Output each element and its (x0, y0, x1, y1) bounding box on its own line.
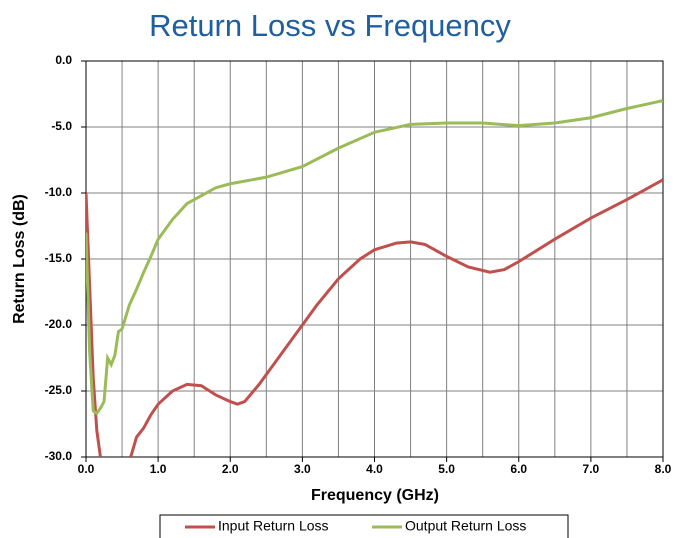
x-tick-label: 2.0 (222, 462, 239, 476)
chart-title: Return Loss vs Frequency (149, 8, 511, 43)
x-tick-label: 5.0 (438, 462, 455, 476)
y-axis-label: Return Loss (dB) (11, 194, 28, 324)
x-tick-label: 0.0 (78, 462, 95, 476)
y-tick-label: 0.0 (55, 53, 72, 67)
legend-label: Output Return Loss (405, 518, 526, 534)
x-tick-label: 4.0 (366, 462, 383, 476)
legend-box (159, 514, 569, 538)
data-line (86, 99, 663, 416)
y-tick-label: -30.0 (45, 449, 73, 463)
x-tick-label: 1.0 (150, 462, 167, 476)
y-tick-label: -10.0 (45, 185, 73, 199)
y-tick-label: -25.0 (45, 383, 73, 397)
x-tick-label: 8.0 (655, 462, 672, 476)
x-axis-label: Frequency (GHz) (311, 487, 439, 504)
x-tick-label: 6.0 (510, 462, 527, 476)
y-tick-label: -15.0 (45, 251, 73, 265)
x-tick-label: 7.0 (583, 462, 600, 476)
legend: Input Return Loss Output Return Loss (159, 514, 569, 538)
data-line (86, 178, 663, 457)
legend-label: Input Return Loss (218, 518, 329, 534)
y-tick-label: -20.0 (45, 317, 73, 331)
y-tick-label: -5.0 (51, 119, 72, 133)
x-tick-label: 3.0 (294, 462, 311, 476)
